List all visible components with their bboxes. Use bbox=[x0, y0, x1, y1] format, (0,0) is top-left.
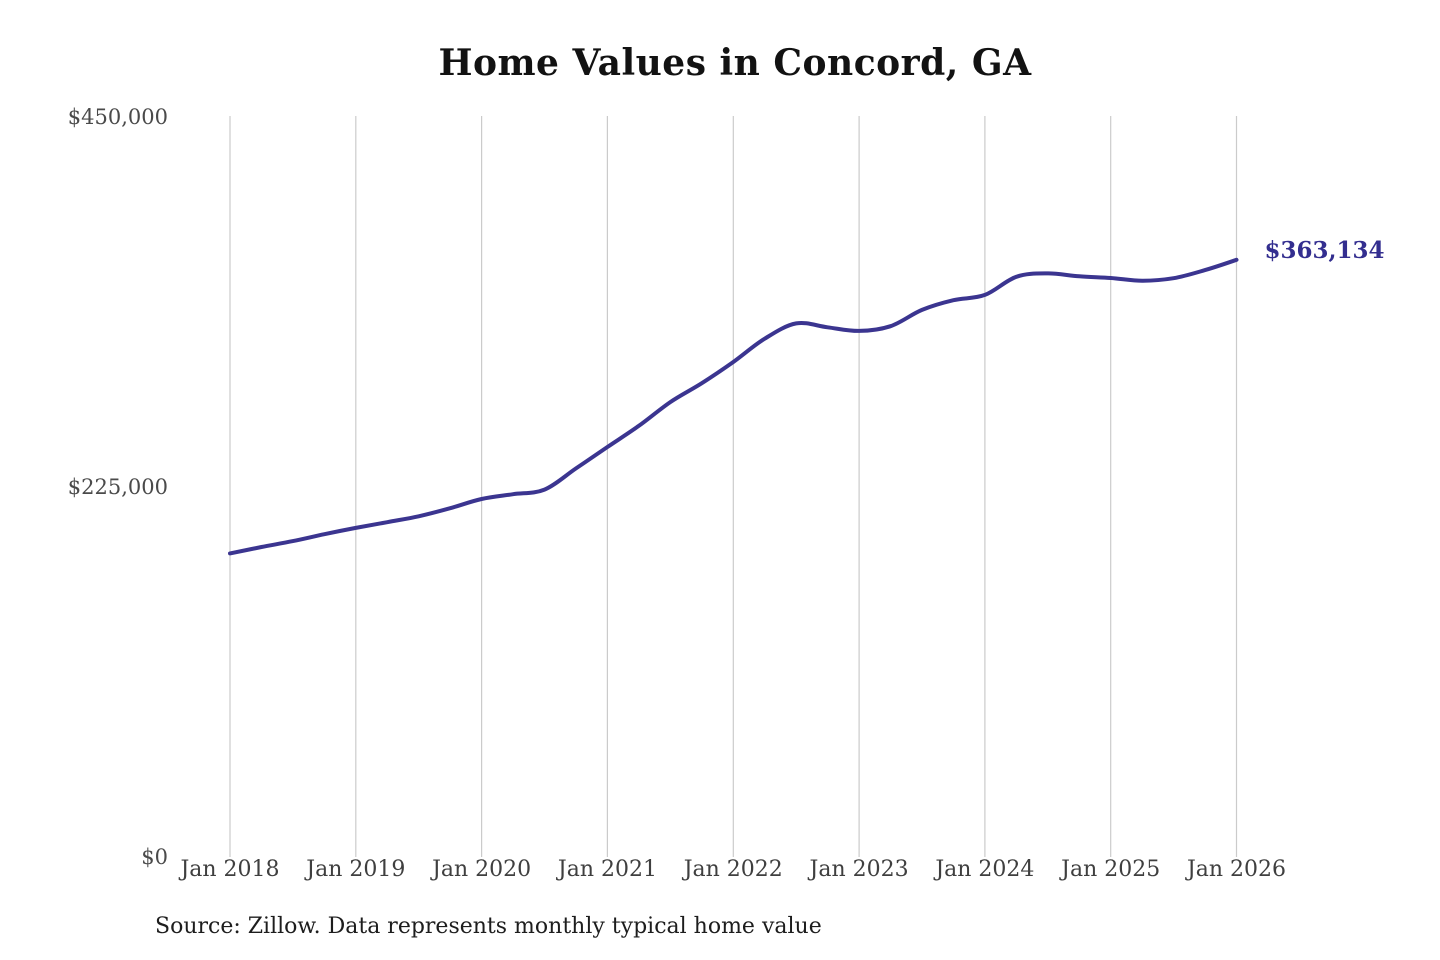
x-axis-label-jan-2026: Jan 2026 bbox=[1186, 857, 1287, 882]
x-axis-label-jan-2024: Jan 2024 bbox=[935, 857, 1035, 882]
x-axis-label-jan-2020: Jan 2020 bbox=[432, 857, 532, 882]
x-axis-label-jan-2019: Jan 2019 bbox=[306, 857, 406, 882]
x-axis-label-jan-2021: Jan 2021 bbox=[557, 857, 657, 882]
y-axis-label-225000: $225,000 bbox=[67, 475, 168, 499]
y-axis-label-450000: $450,000 bbox=[67, 105, 168, 129]
x-axis-label-jan-2018: Jan 2018 bbox=[180, 857, 280, 882]
x-axis-label-jan-2022: Jan 2022 bbox=[683, 857, 783, 882]
home-value-line bbox=[228, 257, 1239, 556]
source-note: Source: Zillow. Data represents monthly … bbox=[155, 914, 822, 939]
latest-value-label: $363,134 bbox=[1264, 236, 1385, 264]
y-axis-label-0: $0 bbox=[141, 845, 168, 869]
x-axis-label-jan-2025: Jan 2025 bbox=[1061, 857, 1161, 882]
chart-title: Home Values in Concord, GA bbox=[438, 42, 1032, 84]
x-axis-label-jan-2023: Jan 2023 bbox=[809, 857, 909, 882]
